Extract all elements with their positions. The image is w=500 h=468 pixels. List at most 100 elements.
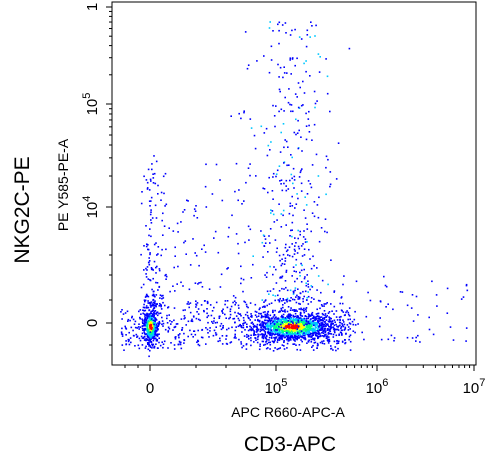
event-dot — [288, 313, 290, 315]
event-dot — [340, 315, 342, 318]
event-dot — [165, 248, 167, 251]
event-dot — [240, 277, 243, 280]
event-dot — [289, 205, 291, 207]
event-dot — [188, 306, 190, 309]
event-dot — [281, 333, 284, 336]
event-dot — [304, 290, 307, 293]
event-dot — [148, 260, 151, 262]
event-dot — [324, 230, 326, 233]
event-dot — [160, 254, 162, 257]
event-dot — [282, 318, 285, 321]
event-dot — [245, 348, 248, 350]
event-dot — [290, 317, 293, 320]
event-dot — [182, 211, 184, 213]
event-dot — [125, 334, 127, 336]
event-dot — [139, 339, 142, 342]
event-dot — [319, 325, 322, 327]
event-dot — [205, 343, 207, 345]
event-dot — [313, 298, 315, 300]
event-dot — [271, 321, 274, 323]
event-dot — [303, 328, 306, 330]
event-dot — [229, 316, 231, 319]
event-dot — [218, 315, 221, 318]
event-dot — [249, 228, 252, 231]
event-dot — [267, 251, 269, 253]
event-dot — [152, 173, 154, 175]
event-dot — [140, 202, 143, 205]
event-dot — [298, 337, 301, 339]
event-dot — [285, 250, 288, 253]
event-dot — [306, 332, 308, 334]
y-tick-label: 105 — [81, 93, 101, 116]
event-dot — [264, 306, 266, 308]
event-dot — [292, 214, 294, 217]
event-dot — [150, 333, 153, 335]
event-dot — [149, 228, 151, 230]
event-dot — [297, 335, 300, 337]
event-dot — [341, 302, 344, 305]
event-dot — [294, 287, 297, 289]
event-dot — [297, 325, 300, 327]
event-dot — [262, 325, 264, 328]
event-dot — [292, 343, 294, 345]
event-dot — [313, 323, 316, 325]
event-dot — [227, 327, 230, 330]
event-dot — [305, 322, 308, 324]
event-dot — [295, 258, 298, 261]
event-dot — [305, 299, 308, 301]
event-dot — [287, 146, 289, 148]
event-dot — [341, 324, 344, 327]
event-dot — [302, 329, 305, 331]
event-dot — [341, 333, 343, 335]
event-dot — [148, 355, 150, 358]
event-dot — [308, 315, 310, 317]
event-dot — [300, 319, 303, 322]
event-dot — [225, 317, 227, 319]
event-dot — [148, 261, 150, 264]
event-dot — [133, 323, 136, 325]
event-dot — [183, 241, 185, 244]
event-dot — [144, 315, 146, 317]
event-dot — [155, 323, 157, 326]
event-dot — [284, 139, 286, 141]
event-dot — [295, 203, 298, 205]
event-dot — [253, 134, 256, 137]
event-dot — [140, 335, 143, 338]
event-dot — [276, 319, 279, 322]
event-dot — [152, 299, 154, 301]
event-dot — [161, 341, 163, 343]
event-dot — [128, 339, 130, 341]
event-dot — [294, 336, 297, 339]
event-dot — [269, 314, 272, 317]
event-dot — [330, 333, 333, 335]
event-dot — [352, 330, 355, 332]
event-dot — [141, 191, 143, 193]
event-dot — [261, 325, 263, 327]
event-dot — [465, 327, 468, 329]
event-dot — [149, 331, 152, 333]
event-dot — [307, 322, 309, 324]
event-dot — [387, 338, 390, 341]
event-dot — [261, 315, 263, 318]
event-dot — [222, 327, 224, 329]
event-dot — [144, 299, 147, 302]
event-dot — [296, 132, 299, 134]
event-dot — [266, 271, 268, 274]
event-dot — [287, 327, 290, 329]
event-dot — [213, 237, 215, 239]
event-dot — [150, 319, 152, 321]
event-dot — [256, 319, 259, 322]
event-dot — [297, 288, 299, 290]
event-dot — [299, 230, 301, 233]
event-dot — [289, 179, 291, 182]
event-dot — [273, 340, 275, 343]
event-dot — [216, 321, 218, 324]
event-dot — [153, 260, 156, 263]
event-dot — [255, 316, 258, 318]
event-dot — [436, 305, 438, 307]
event-dot — [147, 168, 150, 171]
event-dot — [250, 322, 253, 324]
event-dot — [261, 340, 264, 343]
event-dot — [288, 325, 291, 328]
event-dot — [270, 302, 273, 304]
